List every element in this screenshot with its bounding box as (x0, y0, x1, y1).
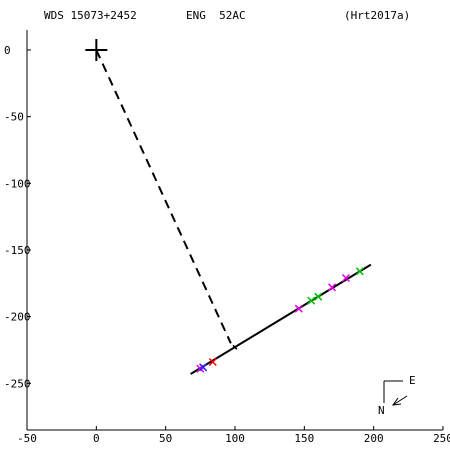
x-tick-label: 250 (433, 432, 450, 445)
x-tick-label: -50 (17, 432, 37, 445)
primary-star-layer (85, 39, 108, 61)
measurement-point (341, 273, 350, 283)
measurement-point (314, 292, 323, 301)
star-id: WDS 15073+2452 (44, 9, 137, 22)
orbit-layer (190, 263, 372, 375)
connector-layer (95, 49, 232, 344)
y-tick-label: -150 (4, 244, 31, 257)
axes: -50 0 50 100 150 200 250 0 -50 -100 -150 -200 -250 (4, 30, 450, 445)
reference: (Hrt2017a) (344, 9, 411, 22)
measurement-point (199, 363, 208, 372)
point-stroke-b (208, 357, 217, 367)
compass: EN (378, 374, 416, 417)
y-tick-label: -50 (4, 111, 24, 124)
measurement-point (355, 267, 364, 276)
motion-arrow-shaft (392, 395, 408, 406)
point-stroke-b (355, 267, 364, 276)
measurement-point (328, 283, 337, 292)
orbit-tick-mark (232, 344, 238, 350)
point-stroke-b (307, 296, 316, 305)
point-stroke-b (294, 304, 303, 313)
compass-east-label: E (409, 374, 416, 387)
measurement-point (307, 296, 316, 305)
x-tick-label: 200 (364, 432, 384, 445)
x-tick-label: 100 (225, 432, 245, 445)
compass-north-label: N (378, 404, 385, 417)
discoverer-code: ENG 52AC (186, 9, 246, 22)
orbit-line (190, 263, 372, 375)
measurement-point (208, 357, 217, 367)
dashed-connector (95, 49, 232, 344)
points-layer (196, 267, 364, 373)
point-stroke-b (328, 283, 337, 292)
point-stroke-b (341, 273, 350, 283)
y-tick-label: -200 (4, 311, 31, 324)
point-stroke-b (199, 363, 208, 372)
x-tick-label: 0 (93, 432, 100, 445)
x-tick-label: 150 (294, 432, 314, 445)
y-tick-label: -100 (4, 177, 31, 190)
measurement-point (294, 304, 303, 313)
y-tick-label: 0 (4, 44, 11, 57)
y-tick-label: -250 (4, 377, 31, 390)
motion-arrow-head (391, 397, 402, 406)
x-tick-label: 50 (159, 432, 172, 445)
point-stroke-b (314, 292, 323, 301)
